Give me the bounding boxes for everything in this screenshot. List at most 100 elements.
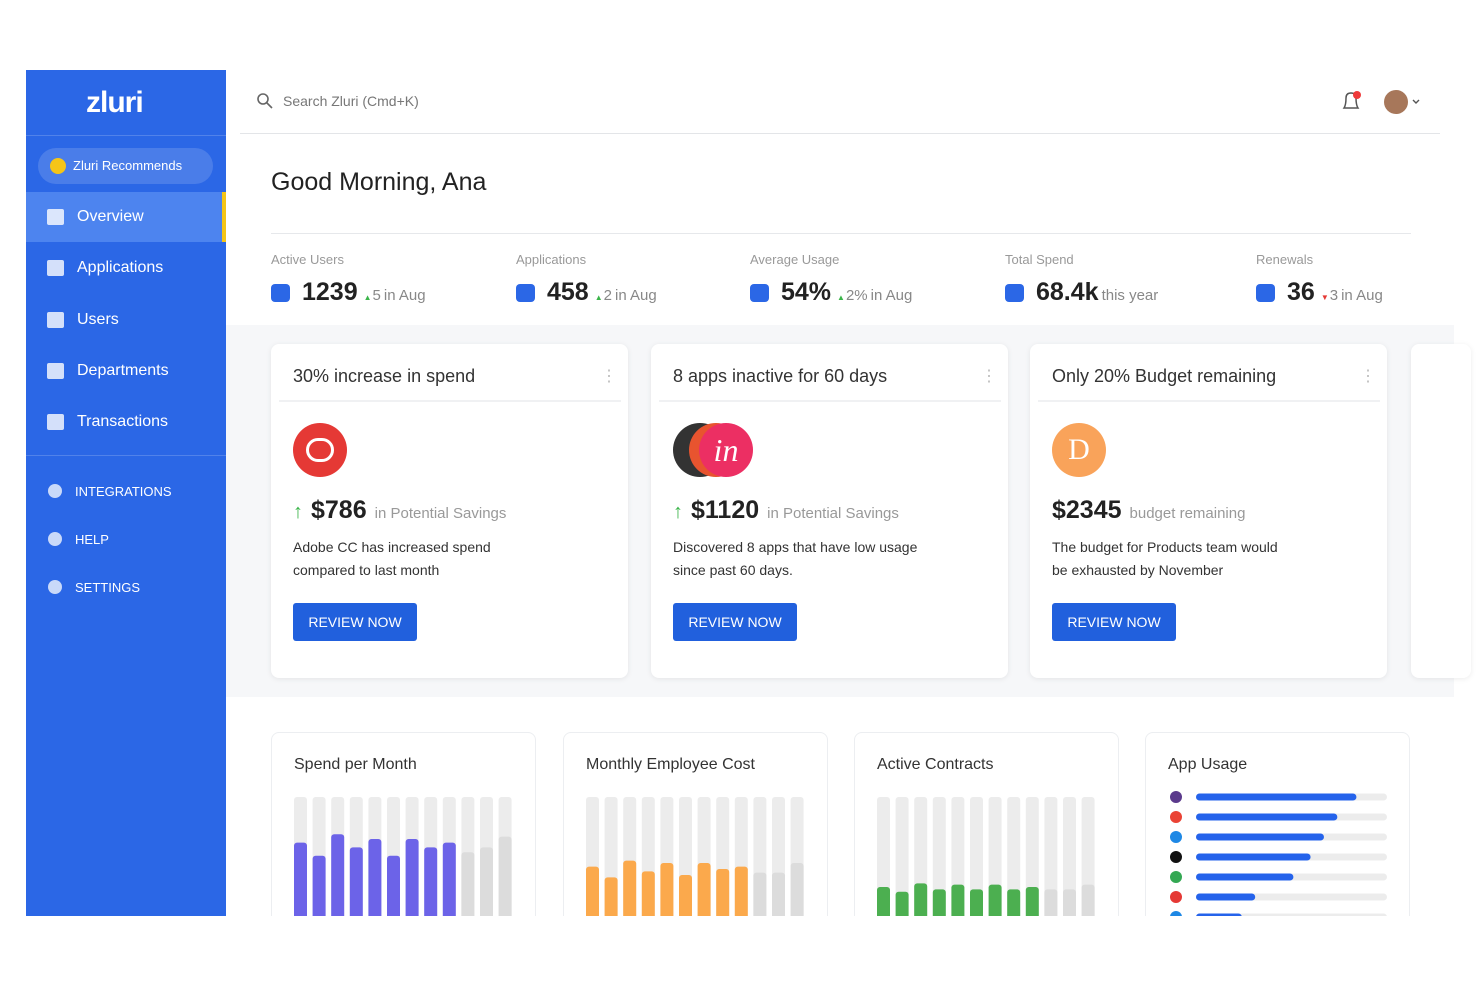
stat-icon	[750, 283, 769, 302]
stat-period: in Aug	[1341, 287, 1383, 304]
amount-row: ↑ $786 in Potential Savings	[293, 496, 506, 525]
secondary-icon	[48, 580, 62, 594]
amount-row: $2345 budget remaining	[1052, 496, 1245, 525]
logo: zluri	[86, 86, 144, 119]
stat-row: 36 ▼ 3 in Aug	[1256, 278, 1383, 307]
amount-note: budget remaining	[1129, 505, 1246, 522]
stat-icon	[271, 283, 290, 302]
recommend-pill[interactable]	[38, 148, 213, 184]
bar	[660, 863, 674, 916]
bar	[679, 875, 692, 916]
stat-trend: ▲	[837, 293, 845, 302]
nav-item[interactable]: Users	[77, 310, 119, 328]
bar	[641, 871, 655, 916]
recommend-icon	[50, 158, 66, 174]
app-icon	[1170, 831, 1182, 843]
card-menu[interactable]: ⋮	[981, 368, 997, 385]
card-divider	[659, 400, 1001, 402]
secondary-item[interactable]: HELP	[75, 532, 109, 547]
search-icon	[257, 93, 273, 109]
secondary-item[interactable]: INTEGRATIONS	[75, 484, 172, 499]
stat-value: 458	[547, 278, 589, 306]
bar-track	[932, 797, 946, 916]
bar	[734, 866, 748, 916]
bar	[604, 877, 618, 916]
bar-track	[1025, 797, 1039, 916]
review-button[interactable]: REVIEW NOW	[293, 603, 417, 641]
mini-chart	[877, 797, 1095, 916]
header-line	[240, 133, 1440, 134]
bar	[932, 889, 946, 916]
review-button[interactable]: REVIEW NOW	[1052, 603, 1176, 641]
nav-item[interactable]: Transactions	[77, 413, 168, 431]
bar	[970, 889, 983, 916]
stat-row: 1239 ▲ 5 in Aug	[271, 278, 426, 307]
bar-track	[1007, 797, 1021, 916]
bar-track	[1063, 797, 1076, 916]
nav-icon	[47, 260, 64, 277]
app-icon	[1170, 911, 1182, 916]
stat-value: 36	[1287, 278, 1315, 306]
search-input[interactable]: Search Zluri (Cmd+K)	[283, 93, 419, 109]
stat-period: in Aug	[614, 287, 657, 304]
mini-chart	[586, 797, 804, 916]
stat-trend: ▲	[363, 293, 372, 302]
bar	[1044, 889, 1058, 916]
bar	[349, 847, 363, 916]
card-menu[interactable]: ⋮	[601, 368, 617, 385]
bar	[716, 869, 730, 916]
nav-item[interactable]: Applications	[77, 259, 164, 277]
card-icon	[293, 423, 347, 477]
amount: $1120	[691, 496, 760, 524]
card-title: 8 apps inactive for 60 days	[673, 366, 888, 386]
card-menu[interactable]: ⋮	[1360, 368, 1376, 385]
bar	[312, 855, 326, 916]
card-description: The budget for Products team would be ex…	[1052, 539, 1278, 578]
app-icon	[1170, 791, 1182, 803]
chart-card: App Usage	[1145, 732, 1410, 916]
stat-period: in Aug	[870, 287, 913, 304]
bar-track	[877, 797, 890, 916]
card-title: 30% increase in spend	[293, 366, 476, 386]
header-actions	[1342, 90, 1420, 114]
card-divider	[1038, 400, 1380, 402]
bar	[586, 866, 599, 916]
nav-icon	[47, 362, 64, 379]
bell-icon[interactable]	[1342, 92, 1360, 109]
bar	[480, 847, 493, 916]
stat-value: 54%	[781, 278, 832, 306]
nav-item[interactable]: Overview	[77, 208, 144, 225]
amount-row: ↑ $1120 in Potential Savings	[673, 496, 899, 525]
greeting: Good Morning, Ana	[271, 168, 487, 196]
stat-trend: ▼	[1320, 293, 1329, 302]
stat-label: Active Users	[271, 252, 344, 267]
stat-change: 3	[1329, 287, 1339, 304]
bar	[1196, 833, 1324, 841]
trend-arrow: ↑	[293, 501, 303, 523]
bar	[753, 872, 767, 916]
amount: $2345	[1052, 496, 1122, 524]
app-icon	[1170, 851, 1182, 863]
bar	[1196, 893, 1256, 901]
bar	[988, 884, 1002, 916]
secondary-item[interactable]: SETTINGS	[75, 580, 141, 595]
stat-row: 458 ▲ 2 in Aug	[516, 278, 657, 307]
avatar[interactable]	[1384, 90, 1408, 114]
card-title: Only 20% Budget remaining	[1052, 366, 1277, 386]
secondary-icon	[48, 532, 62, 546]
stat-icon	[1256, 283, 1275, 302]
bar	[424, 847, 438, 916]
bar	[1081, 884, 1095, 916]
bar	[1025, 887, 1039, 916]
amount: $786	[311, 496, 367, 524]
bar	[790, 863, 804, 916]
nav-item[interactable]: Departments	[77, 361, 169, 379]
secondary-icon	[48, 484, 62, 498]
review-button[interactable]: REVIEW NOW	[673, 603, 797, 641]
amount-note: in Potential Savings	[767, 505, 899, 522]
stat-change: 2%	[845, 287, 868, 304]
sidebar-divider	[26, 455, 226, 456]
chart-card: Spend per Month	[271, 732, 536, 916]
bar	[387, 855, 400, 916]
bar	[877, 887, 890, 916]
